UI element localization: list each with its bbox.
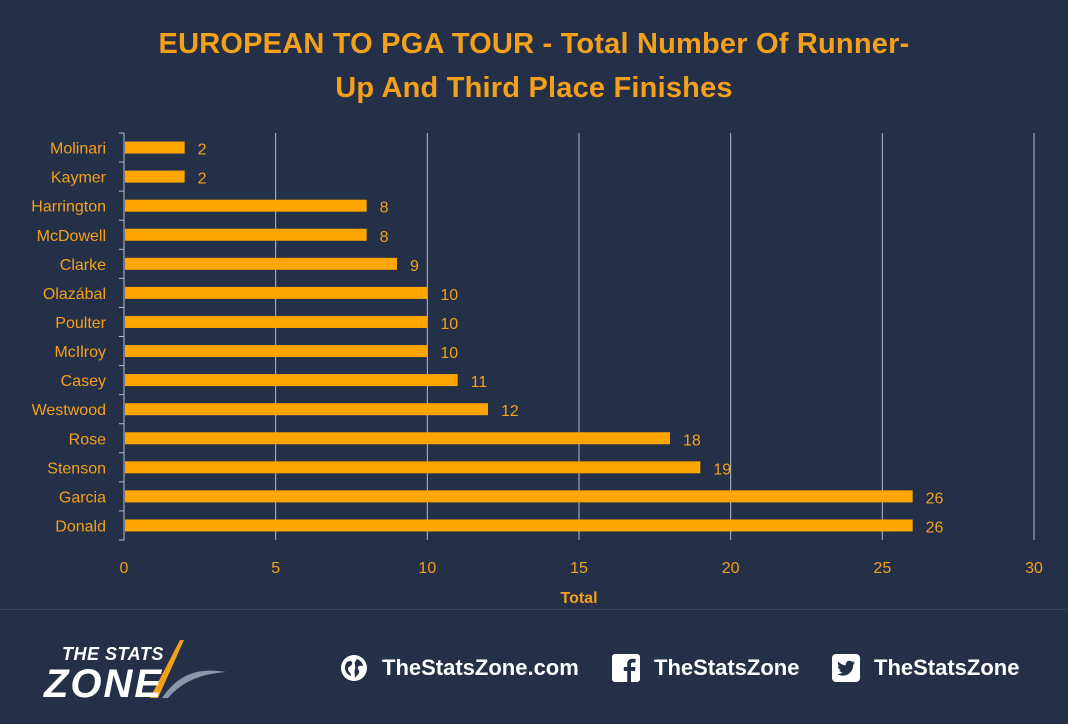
twitter-link[interactable]: TheStatsZone (832, 650, 1019, 686)
x-tick-label: 30 (1025, 560, 1043, 577)
x-tick-label: 20 (722, 560, 740, 577)
logo-text-top: THE STATS (62, 644, 164, 664)
data-label: 19 (713, 461, 731, 478)
category-label: Harrington (31, 199, 106, 216)
data-label: 2 (198, 142, 207, 159)
website-label: TheStatsZone.com (382, 655, 579, 680)
category-label: Poulter (55, 315, 106, 332)
data-label: 9 (410, 258, 419, 275)
data-label: 18 (683, 432, 701, 449)
logo-text-main: ZONE (44, 662, 164, 706)
data-label: 10 (440, 287, 458, 304)
category-label: Stenson (47, 460, 106, 477)
data-label: 8 (380, 229, 389, 246)
chart-title-line-2: Up And Third Place Finishes (335, 72, 733, 104)
x-tick-label: 25 (873, 560, 891, 577)
data-label: 10 (440, 316, 458, 333)
x-tick-label: 5 (271, 560, 280, 577)
twitter-label: TheStatsZone (874, 655, 1020, 680)
data-label: 10 (440, 345, 458, 362)
category-label: Donald (55, 518, 106, 535)
category-label: Kaymer (51, 170, 107, 187)
category-label: McIlroy (54, 344, 106, 361)
category-label: McDowell (37, 228, 106, 245)
category-label: Olazábal (43, 286, 106, 303)
category-label: Westwood (32, 402, 106, 419)
bar (125, 286, 428, 299)
footer: THE STATS ZONE TheStatsZone.com TheStats… (0, 610, 1068, 724)
bar (125, 170, 185, 183)
bar (125, 315, 428, 328)
stats-zone-logo[interactable]: THE STATS ZONE (40, 630, 240, 710)
chart-area: EUROPEAN TO PGA TOUR - Total Number Of R… (0, 22, 1068, 610)
facebook-icon (612, 654, 640, 682)
bar (125, 519, 913, 532)
bar (125, 345, 428, 358)
category-label: Garcia (59, 489, 106, 506)
chart-title-line-1: EUROPEAN TO PGA TOUR - Total Number Of R… (158, 28, 910, 60)
x-axis-title: Total (560, 590, 597, 607)
data-label: 26 (926, 519, 944, 536)
category-label: Rose (69, 431, 106, 448)
globe-icon (341, 655, 367, 681)
bar (125, 432, 670, 445)
logo-swoosh-icon (150, 640, 226, 698)
data-label: 26 (926, 490, 944, 507)
bar (125, 141, 185, 154)
bar (125, 490, 913, 503)
bar (125, 403, 488, 416)
category-label: Clarke (60, 257, 106, 274)
x-tick-label: 0 (120, 560, 129, 577)
facebook-link[interactable]: TheStatsZone (612, 650, 799, 686)
bar (125, 199, 367, 212)
bar (125, 257, 397, 270)
data-label: 11 (471, 374, 488, 391)
bar (125, 461, 701, 474)
category-label: Molinari (50, 141, 106, 158)
data-label: 8 (380, 200, 389, 217)
twitter-icon (832, 654, 860, 682)
x-tick-label: 10 (418, 560, 436, 577)
data-label: 12 (501, 403, 519, 420)
chart-title: EUROPEAN TO PGA TOUR - Total Number Of R… (84, 22, 984, 110)
bar-chart: Molinari 2 Kaymer 2 Harrington 8 McDowell 8 Clar… (31, 132, 1043, 607)
bar (125, 374, 458, 387)
facebook-label: TheStatsZone (654, 655, 800, 680)
x-tick-label: 15 (570, 560, 588, 577)
category-label: Casey (61, 373, 106, 390)
bar (125, 228, 367, 241)
website-link[interactable]: TheStatsZone.com (340, 650, 579, 686)
data-label: 2 (198, 171, 207, 188)
